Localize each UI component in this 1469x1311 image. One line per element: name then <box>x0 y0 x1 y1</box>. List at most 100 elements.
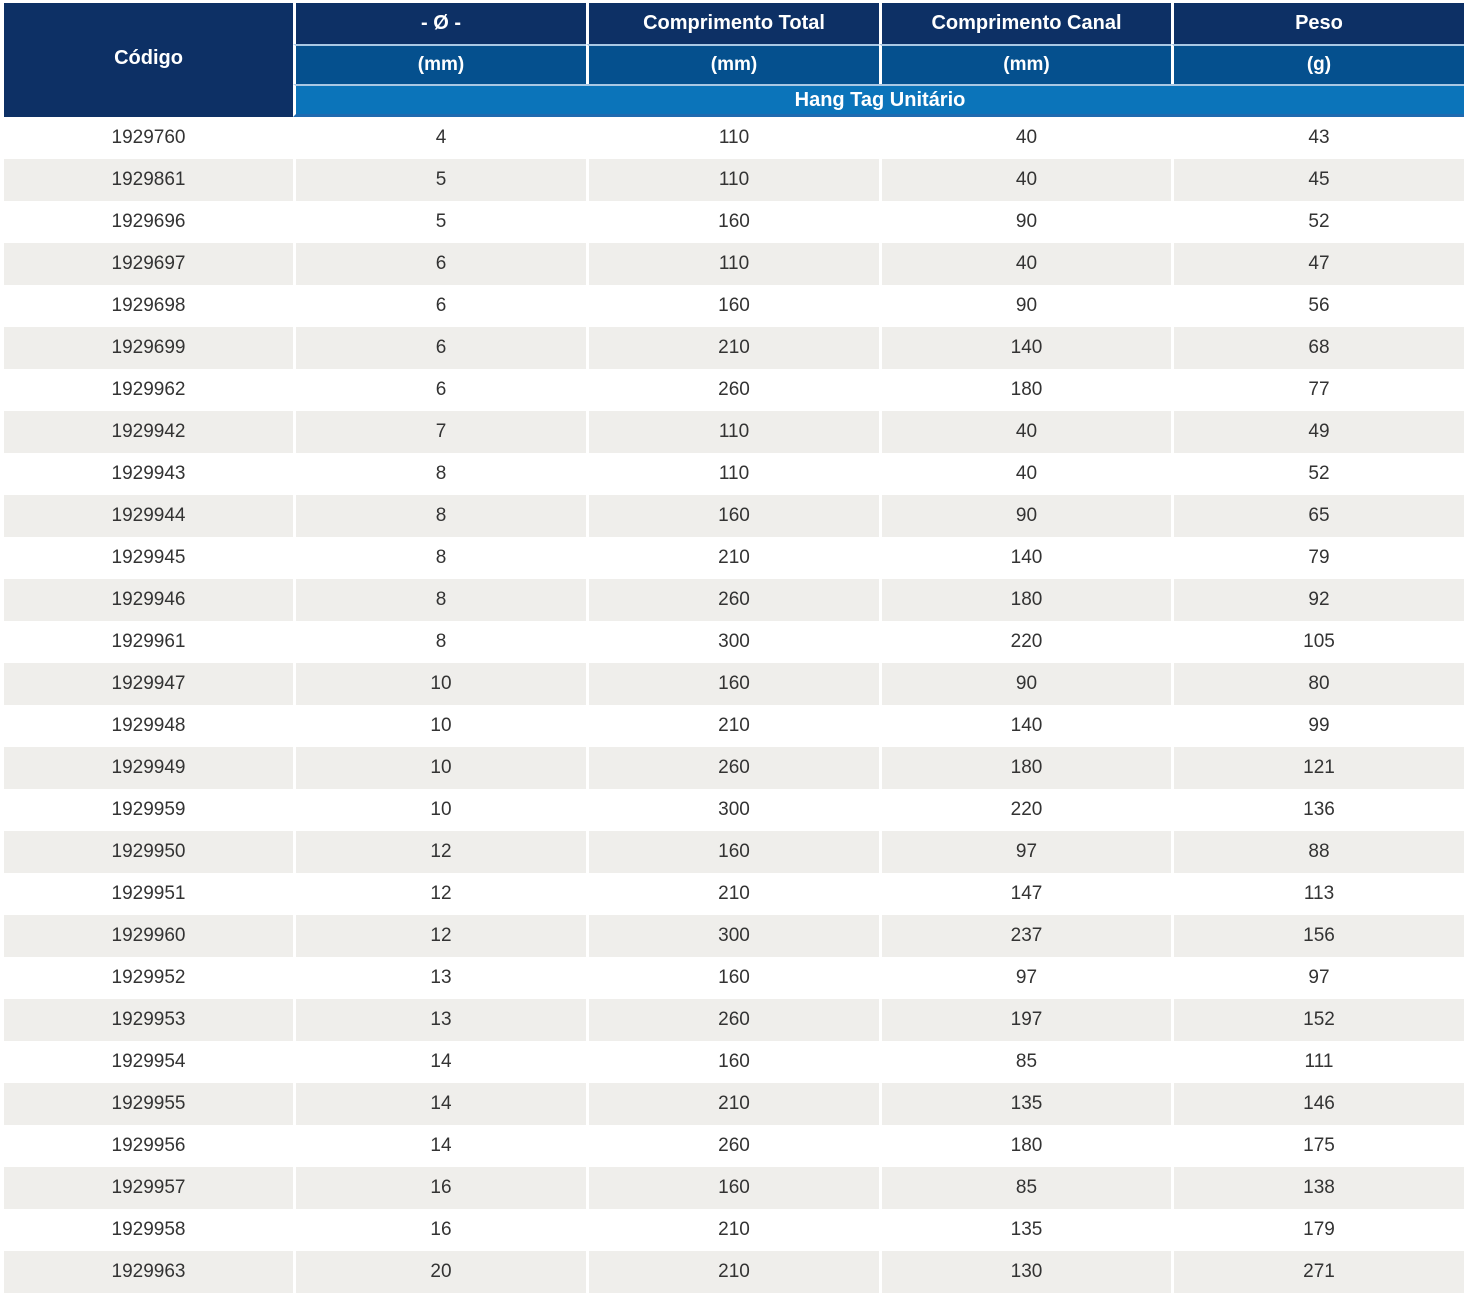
table-cell: 5 <box>293 201 586 243</box>
table-cell: 12 <box>293 873 586 915</box>
table-cell: 140 <box>879 327 1171 369</box>
table-cell: 43 <box>1171 117 1464 159</box>
table-cell: 8 <box>293 495 586 537</box>
table-row: 1929696 5 160 90 52 <box>4 201 1464 243</box>
table-cell: 110 <box>586 453 879 495</box>
table-cell: 1929959 <box>4 789 293 831</box>
table-cell: 1929961 <box>4 621 293 663</box>
table-cell: 97 <box>879 831 1171 873</box>
table-cell: 45 <box>1171 159 1464 201</box>
table-cell: 180 <box>879 1125 1171 1167</box>
table-cell: 146 <box>1171 1083 1464 1125</box>
unit-header-diameter: (mm) <box>293 44 586 84</box>
table-cell: 1929949 <box>4 747 293 789</box>
table-cell: 220 <box>879 621 1171 663</box>
table-cell: 110 <box>586 243 879 285</box>
table-cell: 8 <box>293 537 586 579</box>
table-cell: 1929698 <box>4 285 293 327</box>
header-row-units: (mm) (mm) (mm) (g) <box>4 44 1464 84</box>
table-cell: 13 <box>293 957 586 999</box>
table-cell: 1929954 <box>4 1041 293 1083</box>
table-cell: 260 <box>586 999 879 1041</box>
table-row: 1929956 14 260 180 175 <box>4 1125 1464 1167</box>
table-cell: 97 <box>879 957 1171 999</box>
table-cell: 1929697 <box>4 243 293 285</box>
table-cell: 140 <box>879 705 1171 747</box>
table-cell: 1929760 <box>4 117 293 159</box>
table-cell: 12 <box>293 915 586 957</box>
table-cell: 237 <box>879 915 1171 957</box>
table-cell: 40 <box>879 159 1171 201</box>
table-cell: 1929963 <box>4 1251 293 1293</box>
table-cell: 8 <box>293 579 586 621</box>
table-cell: 135 <box>879 1209 1171 1251</box>
table-cell: 1929956 <box>4 1125 293 1167</box>
table-cell: 77 <box>1171 369 1464 411</box>
unit-header-peso: (g) <box>1171 44 1464 84</box>
table-cell: 271 <box>1171 1251 1464 1293</box>
table-cell: 197 <box>879 999 1171 1041</box>
table-cell: 6 <box>293 285 586 327</box>
table-row: 1929953 13 260 197 152 <box>4 999 1464 1041</box>
table-cell: 136 <box>1171 789 1464 831</box>
table-cell: 1929947 <box>4 663 293 705</box>
table-cell: 5 <box>293 159 586 201</box>
table-cell: 121 <box>1171 747 1464 789</box>
table-row: 1929949 10 260 180 121 <box>4 747 1464 789</box>
table-cell: 85 <box>879 1041 1171 1083</box>
table-cell: 88 <box>1171 831 1464 873</box>
table-cell: 105 <box>1171 621 1464 663</box>
table-cell: 210 <box>586 1209 879 1251</box>
table-row: 1929960 12 300 237 156 <box>4 915 1464 957</box>
table-cell: 1929944 <box>4 495 293 537</box>
table-cell: 160 <box>586 285 879 327</box>
table-row: 1929950 12 160 97 88 <box>4 831 1464 873</box>
column-header-diameter: - Ø - <box>293 3 586 44</box>
column-header-codigo: Código <box>4 3 293 117</box>
table-cell: 99 <box>1171 705 1464 747</box>
table-row: 1929946 8 260 180 92 <box>4 579 1464 621</box>
table-cell: 6 <box>293 369 586 411</box>
table-cell: 80 <box>1171 663 1464 705</box>
table-cell: 1929699 <box>4 327 293 369</box>
column-header-comprimento-total: Comprimento Total <box>586 3 879 44</box>
table-cell: 12 <box>293 831 586 873</box>
unit-header-comprimento-canal: (mm) <box>879 44 1171 84</box>
table-cell: 147 <box>879 873 1171 915</box>
table-cell: 160 <box>586 1167 879 1209</box>
table-cell: 210 <box>586 705 879 747</box>
table-cell: 160 <box>586 495 879 537</box>
table-row: 1929954 14 160 85 111 <box>4 1041 1464 1083</box>
table-cell: 85 <box>879 1167 1171 1209</box>
table-cell: 260 <box>586 369 879 411</box>
group-header-hang-tag-unitario: Hang Tag Unitário <box>293 84 1464 117</box>
table-cell: 14 <box>293 1083 586 1125</box>
table-cell: 210 <box>586 537 879 579</box>
table-cell: 90 <box>879 201 1171 243</box>
table-cell: 111 <box>1171 1041 1464 1083</box>
table-cell: 260 <box>586 1125 879 1167</box>
table-row: 1929961 8 300 220 105 <box>4 621 1464 663</box>
table-cell: 1929955 <box>4 1083 293 1125</box>
table-cell: 6 <box>293 243 586 285</box>
table-cell: 8 <box>293 453 586 495</box>
table-cell: 40 <box>879 411 1171 453</box>
table-cell: 52 <box>1171 201 1464 243</box>
table-cell: 180 <box>879 579 1171 621</box>
table-row: 1929760 4 110 40 43 <box>4 117 1464 159</box>
table-cell: 130 <box>879 1251 1171 1293</box>
table-cell: 4 <box>293 117 586 159</box>
table-cell: 1929962 <box>4 369 293 411</box>
table-cell: 179 <box>1171 1209 1464 1251</box>
table-row: 1929959 10 300 220 136 <box>4 789 1464 831</box>
table-cell: 220 <box>879 789 1171 831</box>
table-cell: 180 <box>879 369 1171 411</box>
table-cell: 40 <box>879 117 1171 159</box>
table-cell: 1929942 <box>4 411 293 453</box>
table-cell: 1929950 <box>4 831 293 873</box>
table-cell: 160 <box>586 663 879 705</box>
table-cell: 16 <box>293 1209 586 1251</box>
table-cell: 14 <box>293 1125 586 1167</box>
table-cell: 135 <box>879 1083 1171 1125</box>
